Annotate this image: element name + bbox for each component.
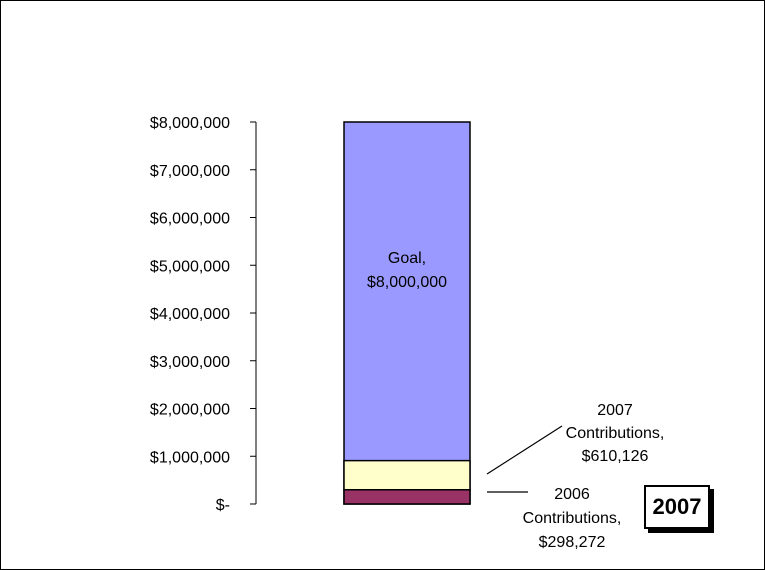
y-tick-label: $- — [216, 497, 230, 514]
year-badge: 2007 — [644, 485, 710, 529]
leader-line-2007 — [486, 425, 563, 475]
y-tick-label: $6,000,000 — [150, 211, 230, 228]
y-tick-label: $5,000,000 — [150, 258, 230, 275]
y-tick-label: $2,000,000 — [150, 402, 230, 419]
bar-2006-contributions — [343, 489, 471, 505]
label-2007-contributions: 2007 Contributions, $610,126 — [566, 402, 665, 465]
y-tick-label: $3,000,000 — [150, 354, 230, 371]
y-axis: $- $1,000,000 $2,000,000 $3,000,000 $4,000,0… — [150, 115, 257, 514]
y-tick-label: $7,000,000 — [150, 163, 230, 180]
bar-goal — [343, 121, 471, 505]
label-2006-contributions: 2006 Contributions, $298,272 — [523, 486, 622, 551]
y-tick-label: $8,000,000 — [150, 115, 230, 132]
y-tick-label: $4,000,000 — [150, 306, 230, 323]
y-tick-label: $1,000,000 — [150, 449, 230, 466]
bar-2007-contributions — [343, 459, 471, 491]
bar-stack — [343, 121, 471, 505]
label-goal: Goal, $8,000,000 — [367, 250, 447, 291]
data-labels: Goal, $8,000,000 2007 Contributions, $610,12… — [367, 250, 664, 551]
